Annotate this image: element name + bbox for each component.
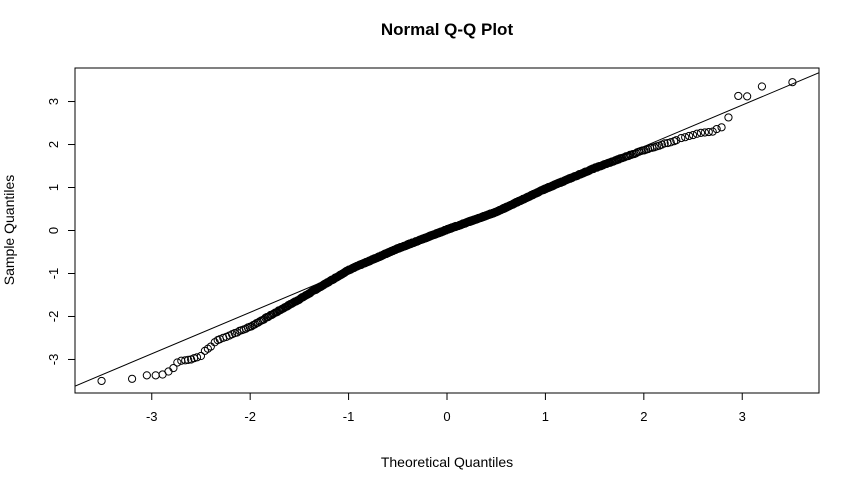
qq-point: [173, 358, 182, 367]
plot-area: -3 -2 -1 0 1 2 3 -3 -2 -1 0 1 2 3: [46, 67, 820, 424]
qq-point: [213, 336, 222, 345]
qq-point: [700, 128, 709, 137]
qq-point: [241, 324, 250, 333]
x-tick-label: 3: [739, 409, 746, 424]
qq-point: [688, 130, 698, 140]
qq-point: [712, 124, 721, 134]
qq-point: [717, 123, 726, 132]
qq-point: [681, 133, 690, 142]
qq-point: [685, 131, 694, 141]
x-tick-label: 1: [542, 409, 549, 424]
qq-point: [692, 129, 702, 138]
qq-point: [788, 78, 797, 87]
x-tick-label: -1: [343, 409, 355, 424]
qq-point: [660, 139, 669, 148]
qq-point: [672, 136, 681, 145]
qq-point: [704, 127, 713, 137]
qq-point: [757, 82, 767, 91]
y-tick-label: 2: [46, 141, 61, 148]
y-axis-title: Sample Quantiles: [1, 175, 17, 286]
x-tick-label: 0: [443, 409, 450, 424]
qq-point: [97, 376, 106, 386]
qq-point: [677, 133, 686, 143]
qq-point: [192, 353, 202, 362]
x-tick-label: -3: [146, 409, 158, 424]
y-tick-label: -3: [46, 354, 61, 366]
y-tick-label: 0: [46, 227, 61, 234]
y-tick-label: 1: [46, 184, 61, 191]
qq-point: [666, 138, 675, 147]
x-tick-label: -2: [244, 409, 256, 424]
qq-point: [734, 91, 743, 101]
y-tick-label: -2: [46, 311, 61, 323]
y-tick-label: 3: [46, 98, 61, 105]
qq-point: [724, 113, 733, 122]
y-tick-label: -1: [46, 268, 61, 280]
x-axis-title: Theoretical Quantiles: [381, 454, 513, 470]
qq-point: [169, 363, 178, 373]
chart-title: Normal Q-Q Plot: [381, 20, 514, 39]
qq-point: [696, 128, 706, 138]
qq-point: [164, 367, 173, 376]
qq-point: [142, 371, 151, 380]
qq-point: [151, 371, 160, 380]
qq-point: [743, 92, 752, 101]
qq-point: [127, 374, 137, 383]
x-tick-label: 2: [640, 409, 647, 424]
qq-point: [196, 351, 206, 361]
qq-point: [184, 355, 193, 364]
qq-point: [181, 356, 190, 365]
qq-point: [233, 328, 242, 337]
